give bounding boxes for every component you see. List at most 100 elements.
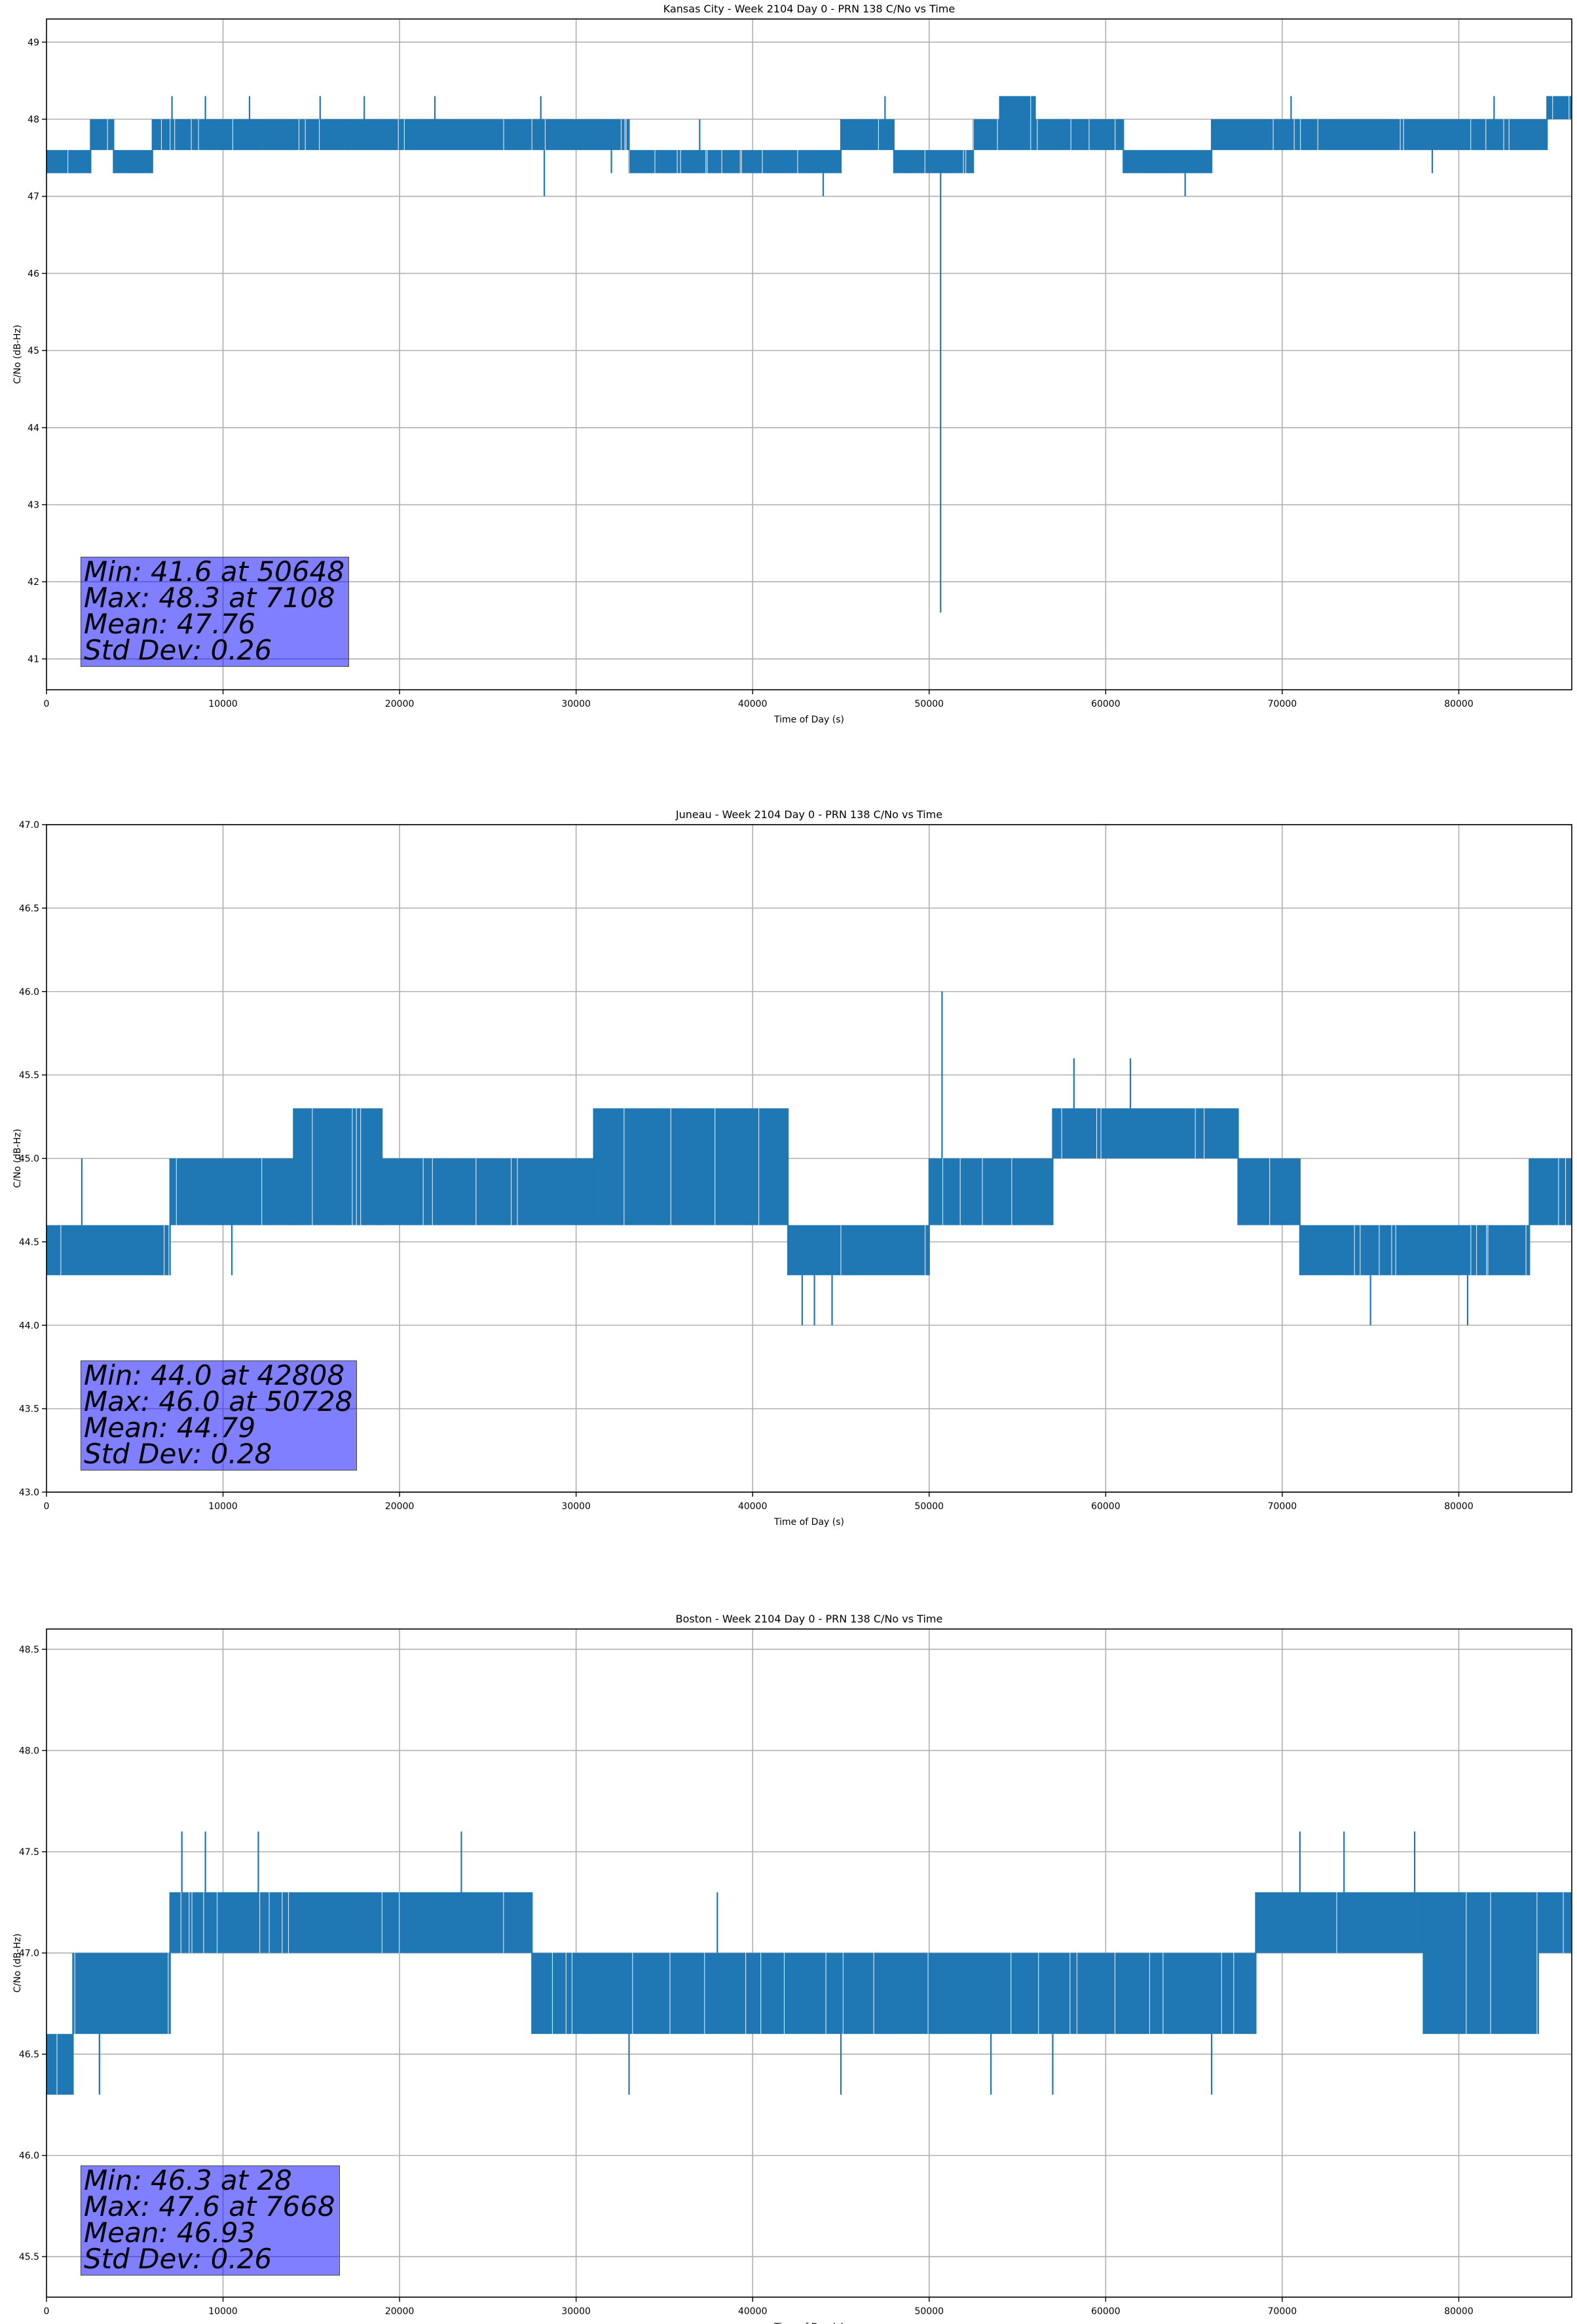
y-tick-label: 41 [28, 654, 39, 665]
x-tick-label: 70000 [1268, 2306, 1297, 2317]
data-band [382, 1158, 594, 1226]
stats-line: Min: 41.6 at 50648 [84, 555, 345, 588]
stats-annotation: Min: 44.0 at 42808 Max: 46.0 at 50728 Mean… [81, 1359, 358, 1471]
data-texture [422, 1158, 518, 1226]
data-texture [1272, 119, 1510, 151]
chart-title: Kansas City - Week 2104 Day 0 - PRN 138 … [663, 3, 955, 15]
x-axis-label: Time of Day (s) [773, 2322, 844, 2324]
x-tick-label: 20000 [385, 699, 415, 709]
y-tick-label: 45.0 [19, 1154, 39, 1165]
y-tick-label: 45.5 [19, 2252, 39, 2262]
stats-line: Max: 48.3 at 7108 [84, 582, 335, 614]
x-tick-label: 0 [44, 699, 50, 709]
y-tick-label: 46.0 [19, 987, 39, 998]
data-texture [176, 1158, 263, 1226]
data-texture [973, 119, 998, 151]
y-tick-label: 44.0 [19, 1321, 39, 1331]
y-tick-label: 46.0 [19, 2151, 39, 2162]
y-tick-label: 48.5 [19, 1645, 39, 1655]
stats-annotation: Min: 41.6 at 50648 Max: 48.3 at 7108 Mean:… [81, 555, 350, 667]
x-tick-label: 80000 [1444, 1501, 1474, 1512]
data-band [1035, 119, 1124, 151]
y-tick-label: 47.0 [19, 820, 39, 831]
x-tick-label: 70000 [1268, 699, 1297, 709]
x-tick-label: 30000 [561, 699, 591, 709]
data-band [113, 150, 153, 174]
x-tick-label: 30000 [561, 1501, 591, 1512]
data-texture [180, 1892, 504, 1953]
x-tick-label: 40000 [738, 2306, 768, 2317]
y-tick-label: 49 [28, 37, 39, 48]
stats-line: Min: 46.3 at 28 [84, 2164, 292, 2196]
data-band [1529, 1158, 1572, 1226]
y-tick-label: 45.5 [19, 1070, 39, 1081]
data-texture [1558, 1158, 1567, 1226]
x-tick-label: 10000 [208, 699, 238, 709]
data-texture [924, 150, 967, 174]
data-texture [1354, 1225, 1527, 1275]
data-band [1123, 150, 1212, 174]
data-band [841, 1225, 929, 1275]
data-band [258, 119, 347, 151]
data-texture [1552, 96, 1570, 119]
y-tick-label: 43.5 [19, 1404, 39, 1415]
y-tick-label: 47.5 [19, 1847, 39, 1858]
data-texture [1466, 1892, 1538, 2034]
data-band [929, 1158, 1053, 1226]
x-tick-label: 80000 [1444, 2306, 1474, 2317]
plot-frame [46, 1628, 1572, 2298]
x-tick-label: 40000 [738, 699, 768, 709]
data-texture [74, 1953, 169, 2034]
data-band [1212, 119, 1548, 151]
x-tick-label: 80000 [1444, 699, 1474, 709]
data-texture [298, 119, 320, 151]
data-band [170, 1158, 294, 1226]
x-tick-label: 0 [44, 1501, 50, 1512]
data-texture [840, 1225, 926, 1275]
y-axis-label: C/No (dB-Hz) [12, 325, 23, 384]
x-tick-label: 10000 [208, 1501, 238, 1512]
data-band [893, 150, 974, 174]
data-band [293, 1108, 382, 1226]
stats-line: Std Dev: 0.28 [84, 1438, 272, 1470]
data-band [90, 119, 114, 151]
y-tick-label: 44.5 [19, 1237, 39, 1248]
chart-3: 0 10000 20000 30000 40000 50000 60000 70000 8000… [12, 1613, 1572, 2324]
data-texture [170, 119, 233, 151]
data-band [788, 1225, 842, 1275]
y-tick-label: 48.0 [19, 1746, 39, 1756]
chart-2: 0 10000 20000 30000 40000 50000 60000 70000 8000… [12, 808, 1572, 1527]
data-series [46, 991, 1572, 1326]
x-tick-label: 50000 [915, 699, 944, 709]
x-axis-label: Time of Day (s) [773, 715, 844, 725]
stats-line: Mean: 47.76 [84, 608, 256, 640]
data-band [593, 1108, 788, 1226]
data-band [1423, 1892, 1538, 2034]
x-tick-label: 60000 [1091, 699, 1121, 709]
stats-line: Min: 44.0 at 42808 [84, 1359, 345, 1391]
y-tick-label: 47 [28, 192, 39, 202]
y-axis-label: C/No (dB-Hz) [12, 1129, 23, 1188]
chart-title: Boston - Week 2104 Day 0 - PRN 138 C/No … [676, 1613, 943, 1625]
stats-annotation: Min: 46.3 at 28 Max: 47.6 at 7668 Mean: 46… [81, 2165, 340, 2276]
y-tick-label: 43 [28, 500, 39, 511]
stats-line: Max: 47.6 at 7668 [84, 2190, 335, 2222]
data-band [1238, 1158, 1300, 1226]
chart-1: 0 10000 20000 30000 40000 50000 60000 70000 8000… [12, 3, 1572, 725]
data-texture [551, 1953, 1234, 2034]
data-band [1299, 1225, 1530, 1275]
data-series [46, 96, 1572, 613]
data-band [46, 1225, 170, 1275]
y-tick-label: 43.0 [19, 1488, 39, 1498]
data-texture [1037, 119, 1116, 151]
y-tick-label: 46.5 [19, 2050, 39, 2060]
data-band [46, 2034, 73, 2095]
stats-line: Mean: 46.93 [84, 2217, 256, 2249]
x-tick-label: 0 [44, 2306, 50, 2317]
y-axis-label: C/No (dB-Hz) [12, 1934, 23, 1993]
y-tick-label: 46 [28, 269, 39, 279]
x-tick-label: 20000 [385, 2306, 415, 2317]
y-tick-label: 47.0 [19, 1949, 39, 1959]
y-tick-label: 46.5 [19, 903, 39, 914]
